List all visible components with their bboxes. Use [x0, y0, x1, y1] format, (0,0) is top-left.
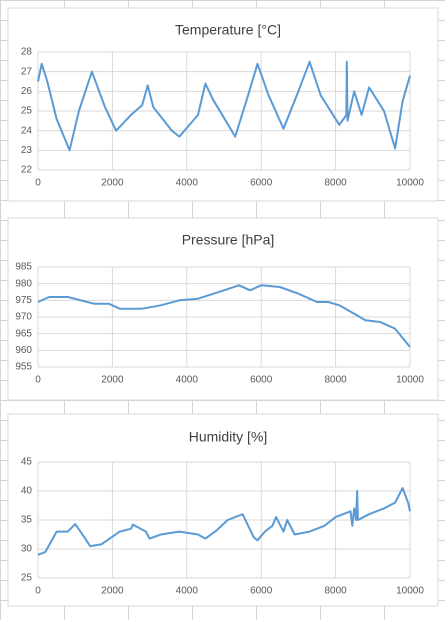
chart-title: Humidity [%]	[189, 429, 268, 445]
y-tick-label: 26	[21, 86, 33, 97]
y-tick-label: 45	[21, 457, 33, 468]
y-tick-label: 24	[21, 125, 33, 136]
chart-title: Pressure [hPa]	[182, 232, 275, 248]
y-tick-label: 975	[15, 295, 32, 306]
y-tick-label: 965	[15, 328, 32, 339]
x-tick-label: 2000	[101, 178, 124, 189]
chart-area	[7, 217, 439, 401]
y-tick-label: 985	[15, 262, 32, 273]
chart-title: Temperature [°C]	[175, 22, 281, 38]
y-tick-label: 27	[21, 66, 33, 77]
x-tick-label: 6000	[250, 178, 273, 189]
line-series	[37, 284, 411, 348]
line-series	[37, 60, 411, 152]
x-tick-label: 2000	[101, 375, 124, 386]
y-tick-label: 25	[21, 106, 33, 117]
x-tick-label: 10000	[396, 178, 424, 189]
x-tick-label: 2000	[101, 586, 124, 597]
y-tick-label: 35	[21, 515, 33, 526]
x-tick-label: 4000	[176, 375, 199, 386]
x-tick-label: 8000	[324, 178, 347, 189]
x-tick-label: 8000	[324, 375, 347, 386]
x-tick-label: 0	[35, 375, 41, 386]
y-tick-label: 23	[21, 145, 33, 156]
x-tick-label: 6000	[250, 586, 273, 597]
x-tick-label: 8000	[324, 586, 347, 597]
y-tick-label: 40	[21, 486, 33, 497]
x-tick-label: 4000	[176, 586, 199, 597]
y-tick-label: 955	[15, 362, 32, 373]
x-tick-label: 4000	[176, 178, 199, 189]
x-tick-label: 6000	[250, 375, 273, 386]
y-tick-label: 28	[21, 47, 33, 58]
chart-area	[7, 7, 439, 202]
line-series	[37, 487, 411, 556]
y-tick-label: 970	[15, 312, 32, 323]
x-tick-label: 10000	[396, 375, 424, 386]
y-tick-label: 980	[15, 278, 32, 289]
x-tick-label: 0	[35, 178, 41, 189]
y-tick-label: 30	[21, 544, 33, 555]
chart-area	[7, 413, 439, 607]
x-tick-label: 0	[35, 586, 41, 597]
y-tick-label: 22	[21, 165, 33, 176]
x-tick-label: 10000	[396, 586, 424, 597]
y-tick-label: 25	[21, 573, 33, 584]
y-tick-label: 960	[15, 345, 32, 356]
